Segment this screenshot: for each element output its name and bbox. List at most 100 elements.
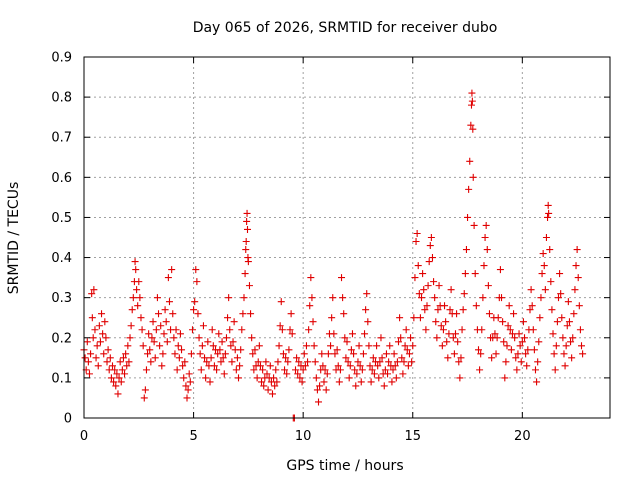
data-point [197, 366, 205, 374]
data-point [568, 354, 576, 362]
data-point [220, 370, 228, 378]
data-point [89, 334, 97, 342]
data-point [256, 362, 264, 370]
data-point [296, 374, 304, 382]
data-point [202, 374, 210, 382]
data-point [196, 350, 204, 358]
data-point [331, 350, 339, 358]
data-point [410, 314, 418, 322]
data-point [225, 294, 233, 302]
data-point [243, 225, 251, 233]
data-point [542, 234, 550, 241]
data-point [152, 326, 160, 334]
y-tick-label: 0.1 [51, 371, 72, 386]
data-point [100, 350, 108, 358]
data-point [446, 306, 454, 314]
data-point [282, 354, 290, 362]
data-point [209, 342, 217, 350]
data-point [240, 294, 248, 302]
data-point [366, 362, 374, 370]
data-point [191, 298, 199, 306]
data-point [494, 314, 502, 322]
data-point [172, 326, 180, 334]
data-point [95, 322, 103, 330]
data-point [312, 374, 320, 382]
data-point [513, 366, 521, 374]
data-point [271, 382, 279, 390]
data-point [538, 270, 546, 278]
data-point [464, 213, 472, 221]
data-point [511, 334, 519, 342]
data-point [381, 366, 389, 374]
data-point [304, 358, 312, 366]
data-point [117, 378, 125, 386]
data-point [380, 382, 388, 390]
data-point [399, 370, 407, 378]
data-point [504, 322, 512, 330]
data-point [322, 386, 330, 394]
y-axis-label: SRMTID / TECUs [6, 182, 22, 295]
data-point [430, 278, 438, 286]
data-point [537, 294, 545, 302]
data-point [136, 294, 144, 302]
data-point [378, 354, 386, 362]
data-point [281, 366, 289, 374]
data-point [508, 330, 516, 338]
data-point [501, 374, 509, 382]
data-point [530, 346, 538, 354]
data-point [475, 346, 482, 354]
data-point [505, 302, 513, 310]
data-point [359, 350, 367, 358]
x-tick-label: 10 [295, 429, 312, 444]
data-point [98, 310, 106, 318]
data-point [427, 234, 435, 241]
data-point [176, 330, 184, 338]
data-point [418, 294, 426, 302]
data-point [330, 330, 338, 338]
data-point [409, 342, 417, 350]
data-point [478, 326, 486, 334]
data-point [355, 342, 363, 350]
data-point [217, 358, 225, 366]
data-point [187, 350, 195, 358]
data-point [546, 246, 554, 254]
data-point [301, 362, 309, 370]
data-point [541, 286, 549, 294]
data-point [512, 354, 520, 362]
data-point [482, 221, 490, 229]
data-point [342, 354, 350, 362]
data-point [445, 330, 453, 338]
data-point [119, 354, 127, 362]
data-point [333, 346, 341, 354]
data-point [323, 370, 331, 378]
data-point [350, 350, 358, 358]
data-point [233, 354, 241, 362]
data-points [80, 89, 587, 422]
data-point [392, 374, 400, 382]
data-point [579, 350, 587, 358]
data-point [439, 326, 447, 334]
data-point [500, 338, 508, 346]
data-point [510, 310, 518, 318]
data-point [149, 318, 157, 326]
data-point [219, 354, 227, 362]
data-point [471, 270, 479, 278]
data-point [230, 318, 238, 326]
data-point [170, 334, 178, 342]
data-point [243, 217, 251, 225]
data-point [207, 354, 215, 362]
data-point [285, 346, 293, 354]
data-point [228, 358, 236, 366]
data-point [373, 342, 381, 350]
data-point [224, 314, 232, 322]
data-point [523, 362, 531, 370]
data-point [368, 366, 376, 374]
data-point [460, 290, 468, 298]
data-point [565, 318, 573, 326]
data-point [363, 290, 371, 298]
data-point [365, 342, 373, 350]
data-point [468, 89, 476, 97]
data-point [536, 314, 544, 322]
data-point [85, 370, 93, 378]
data-point [450, 350, 458, 358]
